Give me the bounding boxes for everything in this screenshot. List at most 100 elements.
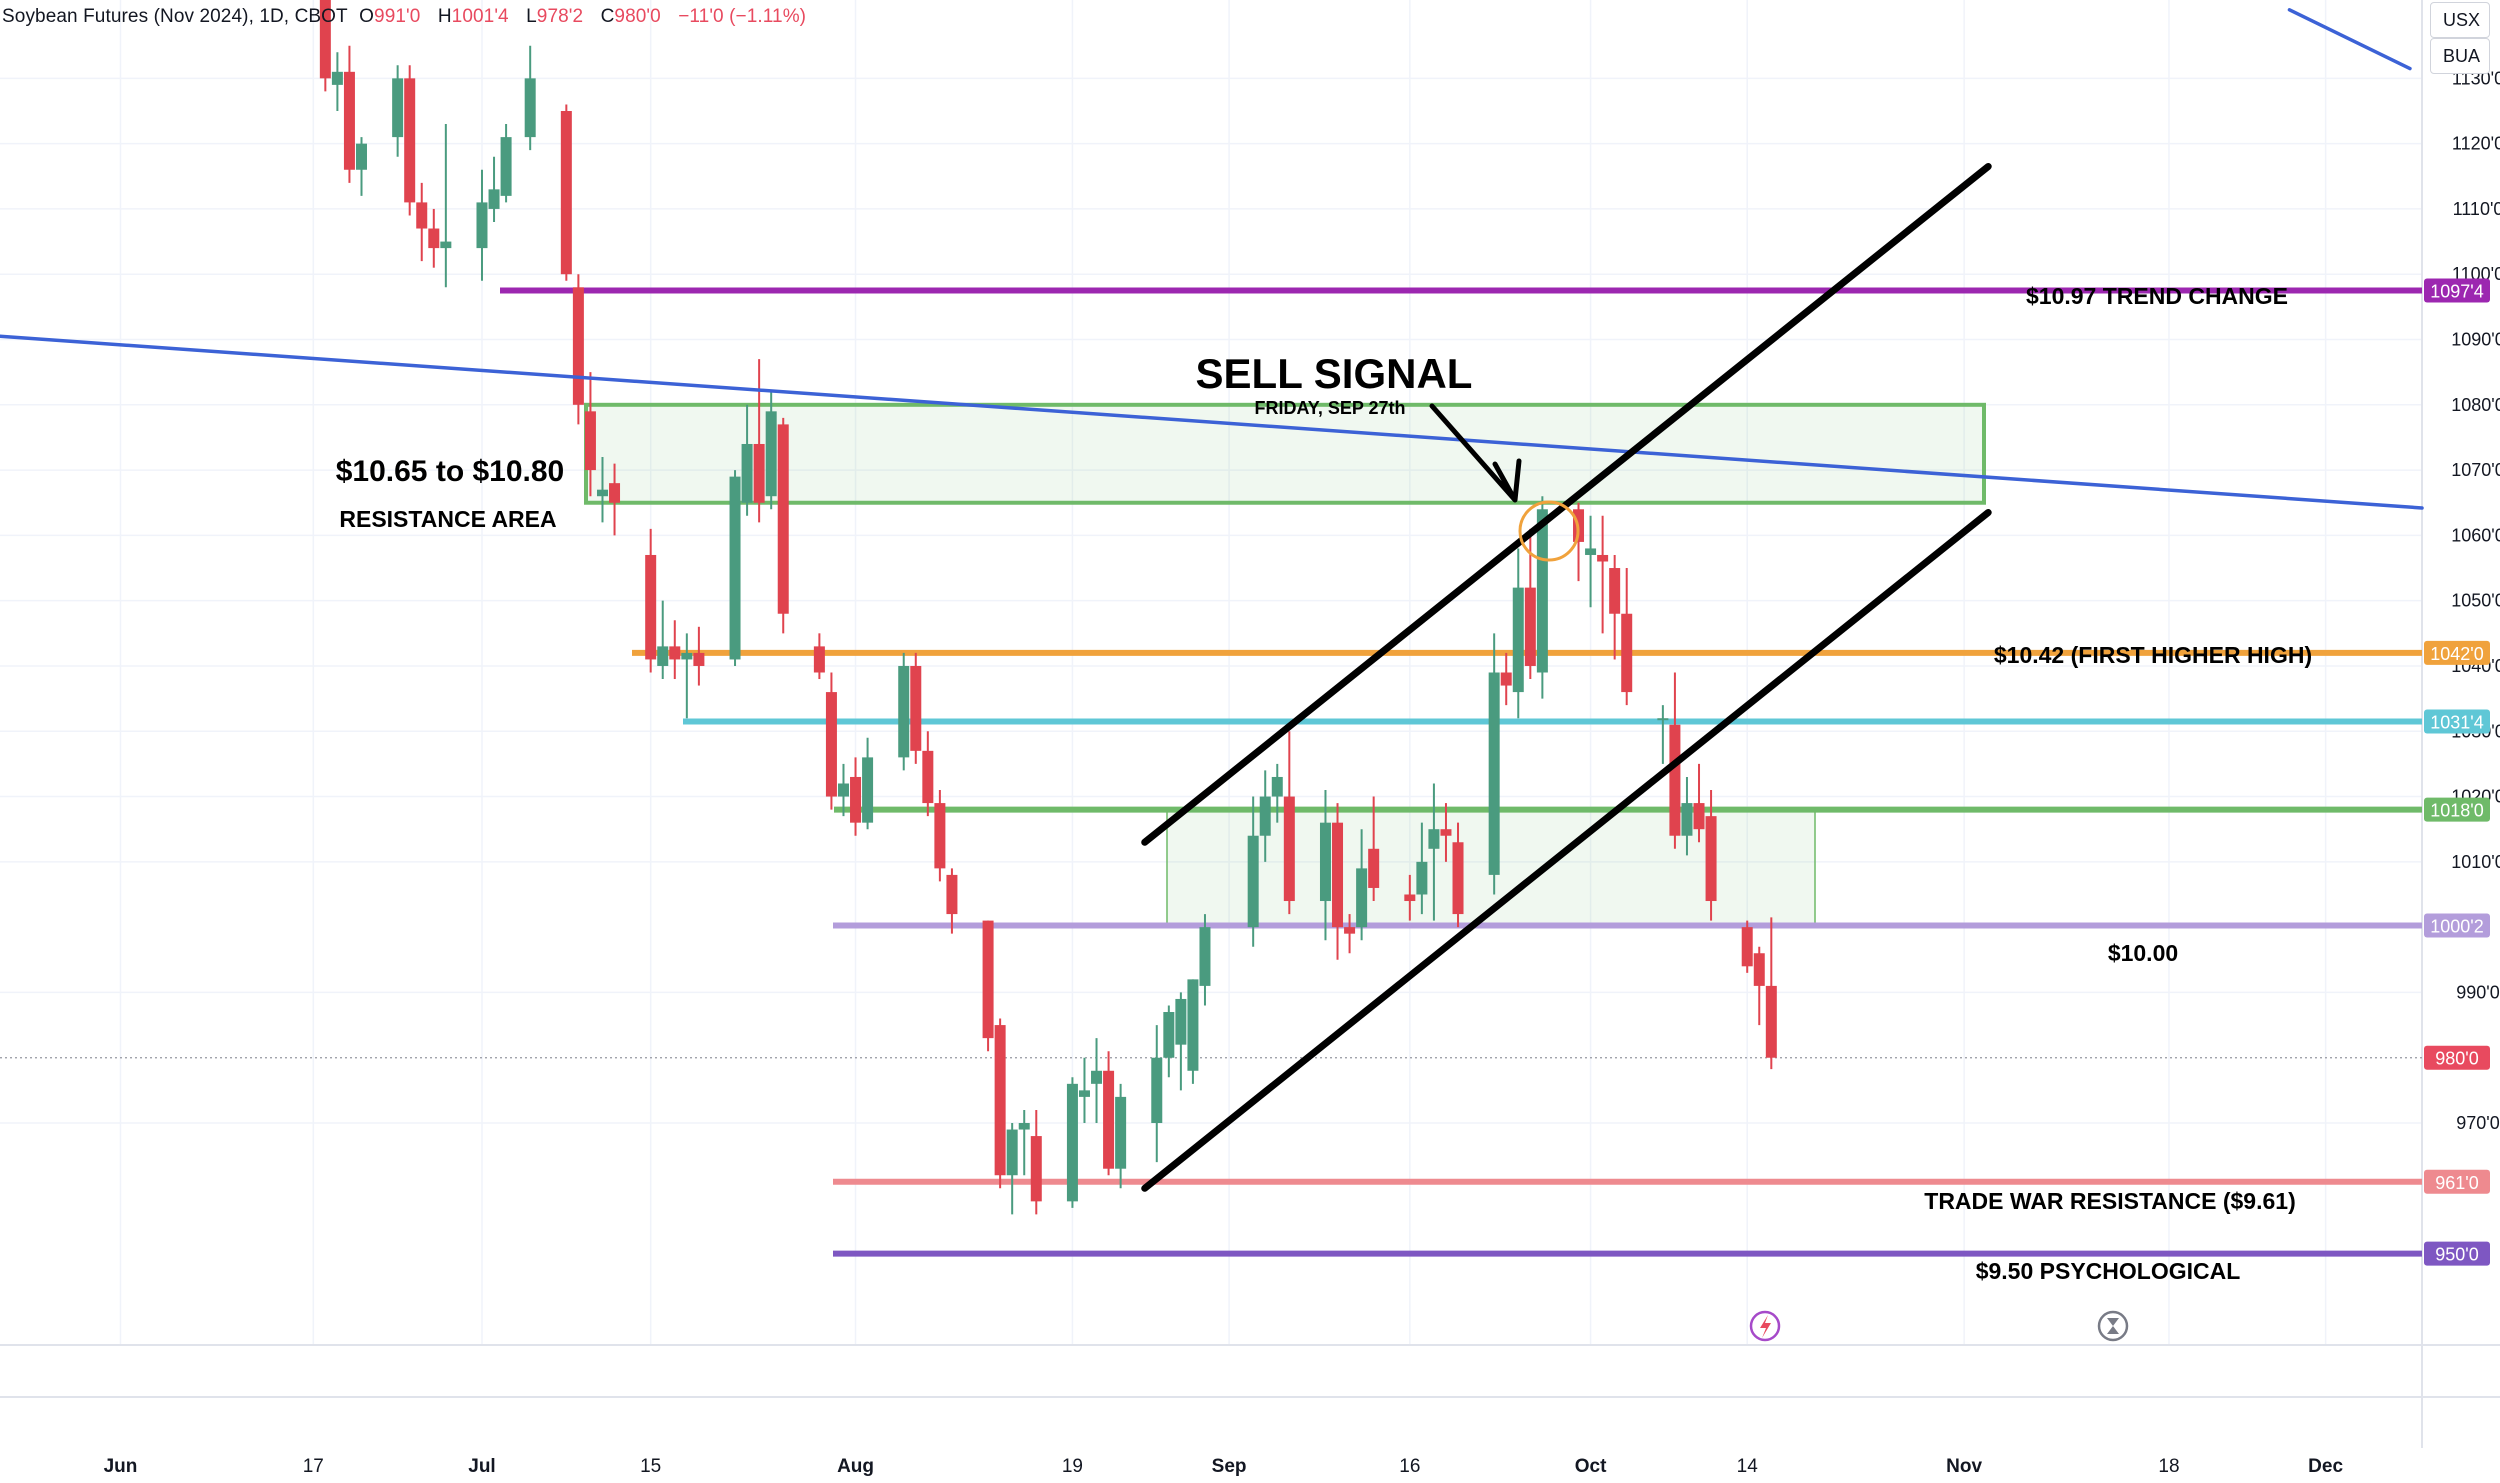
ohlc-high: H1001'4 xyxy=(437,6,509,27)
y-tick-label: 1080'0 xyxy=(2451,395,2500,415)
price-axis[interactable]: 1130'01120'01110'01100'01090'01080'01070… xyxy=(2451,68,2500,1133)
resistance-zone-label: $10.65 to $10.80 xyxy=(336,455,565,488)
candle xyxy=(645,528,657,673)
upper-trendline xyxy=(2287,8,2412,71)
candle-body xyxy=(994,1025,1006,1176)
candle xyxy=(934,790,946,882)
candle-body xyxy=(1259,796,1271,836)
candle xyxy=(1115,1083,1127,1189)
bottom-icons[interactable] xyxy=(1749,1310,2129,1342)
time-axis[interactable]: Jun 17 Jul 15 Aug 19 Sep 16 Oct 14 Nov 18 Dec xyxy=(104,1456,2344,1477)
price-badge xyxy=(2424,913,2490,938)
candle-body xyxy=(1741,927,1753,967)
candle xyxy=(1247,796,1259,947)
ohlc-low: L978'2 xyxy=(526,6,584,27)
price-badge-label: 1018'0 xyxy=(2430,801,2484,821)
candle xyxy=(765,391,777,510)
chart-legend: Soybean Futures (Nov 2024), 1D, CBOT O99… xyxy=(2,6,812,28)
candles xyxy=(319,0,1777,1215)
x-tick-label: 17 xyxy=(303,1456,324,1477)
candle-body xyxy=(669,646,681,660)
annotations: SELL SIGNAL FRIDAY, SEP 27th $10.65 to $… xyxy=(336,283,2312,1284)
candle xyxy=(1091,1038,1103,1124)
candle xyxy=(1078,1057,1090,1124)
candle xyxy=(1428,783,1440,921)
candle-body xyxy=(1066,1083,1078,1202)
candle-body xyxy=(910,665,922,751)
x-tick-label: Jul xyxy=(468,1456,495,1477)
y-tick-label: 1010'0 xyxy=(2451,852,2500,872)
candle-body xyxy=(657,646,669,666)
candle-body xyxy=(681,652,693,660)
candle xyxy=(1693,763,1705,843)
candle-body xyxy=(488,189,500,209)
candle-body xyxy=(1681,803,1693,836)
candle xyxy=(946,868,958,934)
price-badge xyxy=(2424,1241,2490,1266)
candle xyxy=(428,208,440,268)
candle-body xyxy=(331,71,343,85)
grid xyxy=(0,0,2500,1448)
candle xyxy=(1006,1123,1018,1215)
candle xyxy=(1332,803,1344,960)
candle xyxy=(440,124,452,288)
candle xyxy=(1416,822,1428,915)
candle-body xyxy=(1585,548,1597,555)
candle xyxy=(1187,979,1199,1084)
candle-body xyxy=(1705,816,1717,902)
candle-body xyxy=(428,228,440,249)
candle xyxy=(343,45,355,183)
candle xyxy=(1536,496,1548,699)
candle xyxy=(1500,652,1512,706)
currency-badge-bua[interactable]: BUA xyxy=(2430,38,2490,74)
y-tick-label: 1120'0 xyxy=(2452,134,2500,154)
candle-body xyxy=(1753,953,1765,986)
candle-body xyxy=(404,78,416,203)
candle-body xyxy=(343,71,355,170)
candle xyxy=(1681,776,1693,856)
price-badge-label: 1000'2 xyxy=(2430,917,2484,937)
symbol-title: Soybean Futures (Nov 2024), 1D, CBOT xyxy=(2,6,348,27)
candle-body xyxy=(1319,822,1331,902)
candle xyxy=(681,633,693,719)
candle xyxy=(1753,946,1765,1026)
y-tick-label: 1110'0 xyxy=(2453,199,2500,219)
candle xyxy=(1368,796,1380,902)
candle xyxy=(1066,1077,1078,1208)
hourglass-icon[interactable] xyxy=(2097,1310,2129,1342)
candle-body xyxy=(1597,554,1609,562)
candle-body xyxy=(1175,998,1187,1045)
candle xyxy=(813,633,825,680)
x-tick-label: 19 xyxy=(1062,1456,1083,1477)
price-badge-label: 950'0 xyxy=(2435,1245,2478,1265)
level-label-first-higher-high: $10.42 (FIRST HIGHER HIGH) xyxy=(1994,642,2312,668)
candle-body xyxy=(1356,868,1368,928)
candle xyxy=(862,737,874,830)
sell-signal-subtitle: FRIDAY, SEP 27th xyxy=(1254,398,1405,418)
candle-body xyxy=(1536,509,1548,673)
price-badge-label: 961'0 xyxy=(2435,1173,2478,1193)
candle-body xyxy=(500,137,512,196)
candle xyxy=(1344,914,1356,954)
candle xyxy=(1030,1109,1042,1215)
currency-badge-usx[interactable]: USX xyxy=(2430,2,2490,38)
candle xyxy=(1657,705,1669,764)
price-badge xyxy=(2424,278,2490,303)
candle-body xyxy=(355,143,367,170)
candle xyxy=(1271,763,1283,823)
sell-signal-marker xyxy=(1518,500,1580,562)
candle xyxy=(488,156,500,222)
candle-body xyxy=(862,757,874,823)
candle-body xyxy=(1657,718,1669,721)
candle-body xyxy=(645,554,657,660)
lightning-icon[interactable] xyxy=(1749,1310,1781,1342)
candle-body xyxy=(609,483,621,503)
candle xyxy=(1199,914,1211,1006)
trendlines xyxy=(0,8,2424,1192)
resistance-zone xyxy=(584,402,1986,505)
candle-body xyxy=(392,78,404,138)
candle xyxy=(1259,770,1271,862)
candle-body xyxy=(572,287,584,405)
candle xyxy=(922,731,934,817)
